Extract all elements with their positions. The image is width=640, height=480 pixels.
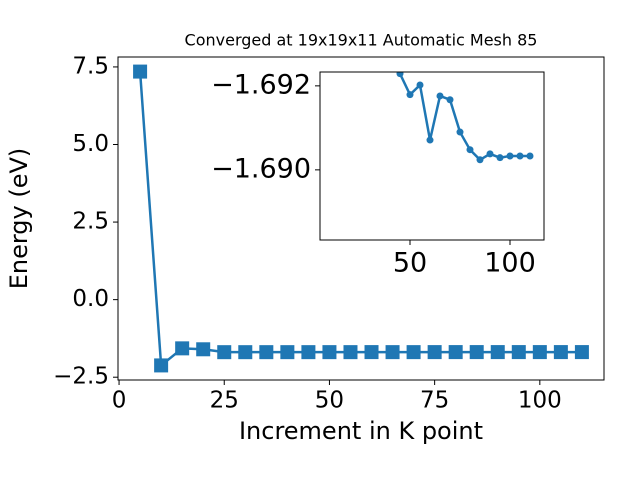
marker (385, 345, 400, 360)
marker (456, 128, 464, 136)
y-tick-label: −1.690 (211, 153, 311, 184)
marker (406, 345, 421, 360)
marker (574, 345, 589, 360)
x-axis-label: Increment in K point (239, 417, 483, 445)
marker (154, 358, 169, 373)
marker (553, 345, 568, 360)
marker (396, 72, 404, 78)
y-tick-label: 2.5 (72, 209, 109, 235)
axes-frame (117, 56, 605, 381)
y-tick-label: −1.692 (211, 69, 311, 100)
x-tick-label: 0 (112, 388, 127, 414)
marker (364, 345, 379, 360)
marker (217, 345, 232, 360)
marker (446, 96, 454, 104)
marker (476, 156, 484, 164)
marker (496, 154, 504, 162)
marker (280, 345, 295, 360)
marker (469, 345, 484, 360)
axes-frame (319, 71, 545, 241)
y-tick-label: −2.5 (53, 364, 109, 390)
marker (322, 345, 337, 360)
marker (406, 91, 414, 99)
x-tick-label: 75 (420, 388, 449, 414)
axes: 50 100 −1.692 −1.690 (211, 69, 545, 278)
marker (196, 342, 211, 357)
marker (526, 152, 534, 160)
marker (436, 92, 444, 100)
marker (427, 345, 442, 360)
x-tick-label: 25 (210, 388, 239, 414)
marker (466, 146, 474, 154)
x-tick-label: 100 (518, 388, 562, 414)
marker (259, 345, 274, 360)
marker (486, 150, 494, 158)
marker (133, 64, 148, 79)
x-tick-label: 100 (484, 247, 536, 278)
y-tick-label: 5.0 (72, 131, 109, 157)
marker (238, 345, 253, 360)
marker (343, 345, 358, 360)
chart-title: Converged at 19x19x11 Automatic Mesh 85 (185, 31, 538, 50)
marker (506, 152, 514, 160)
marker (490, 345, 505, 360)
y-tick-label: 7.5 (72, 53, 109, 79)
marker (511, 345, 526, 360)
x-tick-label: 50 (315, 388, 344, 414)
marker (448, 345, 463, 360)
marker (426, 136, 434, 144)
x-tick-label: 50 (393, 247, 427, 278)
marker (516, 152, 524, 160)
marker (175, 341, 190, 356)
marker (301, 345, 316, 360)
y-tick-label: 0.0 (72, 286, 109, 312)
data-line (138, 71, 582, 368)
marker (416, 81, 424, 89)
y-axis-label: Energy (eV) (5, 148, 33, 290)
marker (532, 345, 547, 360)
